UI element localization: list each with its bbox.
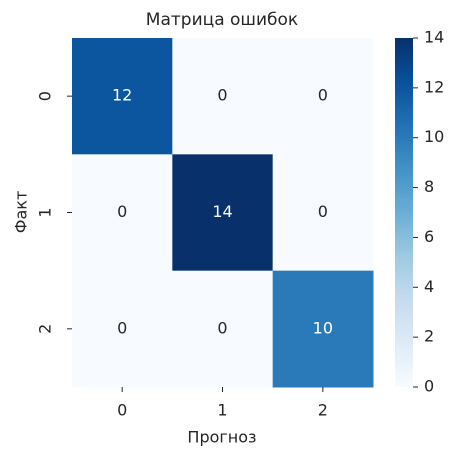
- cell-label: 10: [313, 318, 333, 337]
- y-tick-label: 1: [36, 207, 55, 217]
- heatmap-cell: [72, 38, 173, 155]
- colorbar-tick-label: 14: [424, 28, 444, 47]
- colorbar-tick-label: 2: [424, 327, 434, 346]
- y-tick-label: 2: [36, 324, 55, 334]
- y-tick-label: 0: [36, 91, 55, 101]
- colorbar-tick-label: 12: [424, 77, 444, 96]
- cell-label: 0: [217, 318, 227, 337]
- colorbar-tick-label: 6: [424, 227, 434, 246]
- cell-label: 0: [217, 86, 227, 105]
- heatmap-cell: [272, 38, 374, 155]
- x-tick-label: 0: [117, 401, 127, 420]
- colorbar-tick-label: 8: [424, 177, 434, 196]
- colorbar-tick-label: 4: [424, 277, 434, 296]
- cell-label: 0: [318, 202, 328, 221]
- heatmap-cell: [72, 270, 173, 388]
- heatmap-cell: [72, 154, 173, 272]
- heatmap-cell: [172, 270, 274, 388]
- x-tick-label: 2: [318, 401, 328, 420]
- cell-label: 0: [318, 86, 328, 105]
- x-axis-label: Прогноз: [187, 428, 256, 447]
- heatmap-cell: [272, 154, 374, 272]
- colorbar-tick-label: 10: [424, 127, 444, 146]
- chart-title: Матрица ошибок: [146, 10, 298, 30]
- heatmap-cell: [172, 154, 274, 272]
- cell-label: 12: [112, 86, 132, 105]
- colorbar-tick-label: 0: [424, 377, 434, 396]
- cell-label: 14: [212, 202, 232, 221]
- cell-label: 0: [117, 318, 127, 337]
- y-axis-label: Факт: [12, 191, 31, 234]
- heatmap-cell: [172, 38, 274, 155]
- colorbar: [395, 38, 413, 387]
- x-tick-label: 1: [217, 401, 227, 420]
- cell-label: 0: [117, 202, 127, 221]
- heatmap-cell: [272, 270, 374, 388]
